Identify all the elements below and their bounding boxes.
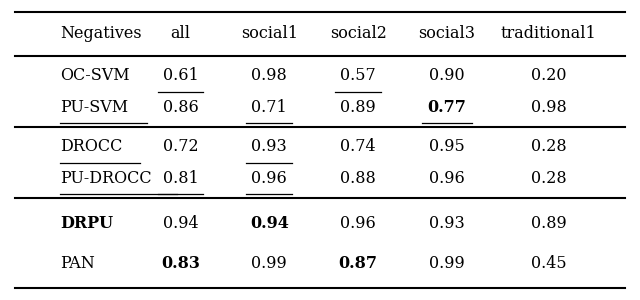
Text: 0.89: 0.89: [531, 215, 566, 232]
Text: 0.96: 0.96: [429, 169, 465, 187]
Text: all: all: [170, 25, 191, 42]
Text: 0.99: 0.99: [252, 255, 287, 272]
Text: 0.94: 0.94: [163, 215, 198, 232]
Text: 0.20: 0.20: [531, 67, 566, 84]
Text: 0.71: 0.71: [252, 99, 287, 116]
Text: PAN: PAN: [60, 255, 95, 272]
Text: Negatives: Negatives: [60, 25, 141, 42]
Text: 0.28: 0.28: [531, 138, 566, 155]
Text: 0.89: 0.89: [340, 99, 376, 116]
Text: 0.96: 0.96: [340, 215, 376, 232]
Text: 0.72: 0.72: [163, 138, 198, 155]
Text: 0.98: 0.98: [252, 67, 287, 84]
Text: PU-DROCC: PU-DROCC: [60, 169, 152, 187]
Text: 0.86: 0.86: [163, 99, 198, 116]
Text: OC-SVM: OC-SVM: [60, 67, 129, 84]
Text: 0.93: 0.93: [252, 138, 287, 155]
Text: 0.83: 0.83: [161, 255, 200, 272]
Text: 0.99: 0.99: [429, 255, 465, 272]
Text: 0.88: 0.88: [340, 169, 376, 187]
Text: 0.98: 0.98: [531, 99, 566, 116]
Text: social3: social3: [419, 25, 476, 42]
Text: 0.28: 0.28: [531, 169, 566, 187]
Text: DRPU: DRPU: [60, 215, 113, 232]
Text: 0.96: 0.96: [252, 169, 287, 187]
Text: social1: social1: [241, 25, 298, 42]
Text: social2: social2: [330, 25, 387, 42]
Text: 0.81: 0.81: [163, 169, 198, 187]
Text: DROCC: DROCC: [60, 138, 122, 155]
Text: 0.45: 0.45: [531, 255, 566, 272]
Text: 0.93: 0.93: [429, 215, 465, 232]
Text: 0.77: 0.77: [428, 99, 467, 116]
Text: 0.94: 0.94: [250, 215, 289, 232]
Text: 0.74: 0.74: [340, 138, 376, 155]
Text: PU-SVM: PU-SVM: [60, 99, 128, 116]
Text: traditional1: traditional1: [500, 25, 596, 42]
Text: 0.61: 0.61: [163, 67, 198, 84]
Text: 0.95: 0.95: [429, 138, 465, 155]
Text: 0.87: 0.87: [339, 255, 378, 272]
Text: 0.57: 0.57: [340, 67, 376, 84]
Text: 0.90: 0.90: [429, 67, 465, 84]
